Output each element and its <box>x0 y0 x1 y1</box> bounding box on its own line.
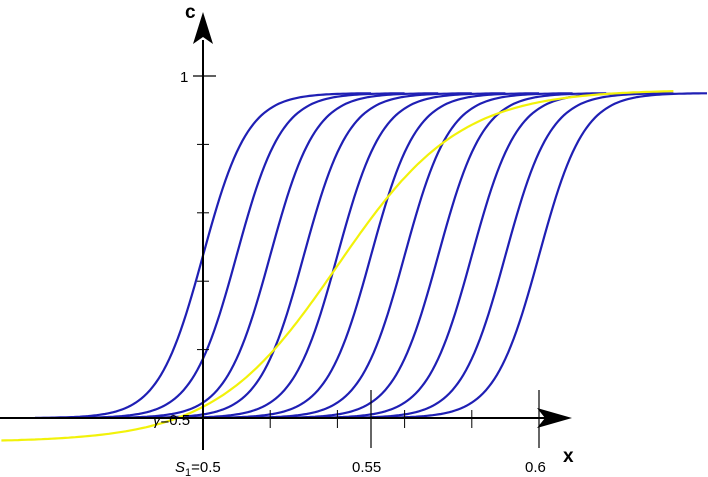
x-tick-label-s1-sub: 1 <box>185 467 191 477</box>
envelope-curve <box>1 90 674 442</box>
family-curve-10 <box>337 92 674 419</box>
x-tick-label-0-6: 0.6 <box>525 459 546 476</box>
y-axis-title: c <box>185 2 196 23</box>
x-tick-label-s1: S1=0.5 <box>175 459 221 477</box>
y-tick-label-gamma: γ=0.5 <box>153 412 190 429</box>
y-tick-label-1: 1 <box>180 69 188 86</box>
envelope-curve-group <box>1 90 674 442</box>
family-curve-6 <box>203 92 539 419</box>
y-tick-label-gamma-rest: =0.5 <box>161 412 191 429</box>
family-curve-8 <box>270 92 607 419</box>
family-curves <box>35 92 707 419</box>
x-axis-title: x <box>563 446 574 467</box>
x-tick-label-0-55: 0.55 <box>352 459 381 476</box>
axis-ticks <box>193 75 540 448</box>
axes <box>0 12 572 450</box>
family-curve-3 <box>102 92 439 419</box>
family-curve-9 <box>303 92 640 419</box>
family-curve-5 <box>169 92 506 419</box>
y-tick-label-gamma-symbol: γ <box>153 412 162 429</box>
y-axis-arrow <box>193 12 213 44</box>
family-curve-7 <box>236 92 573 419</box>
x-axis-arrow <box>537 408 572 428</box>
x-tick-label-s1-base: S <box>175 459 185 476</box>
family-curve-11 <box>371 92 707 419</box>
family-curve-2 <box>68 92 405 419</box>
x-tick-label-s1-rest: =0.5 <box>191 459 221 476</box>
family-curve-4 <box>135 92 472 419</box>
